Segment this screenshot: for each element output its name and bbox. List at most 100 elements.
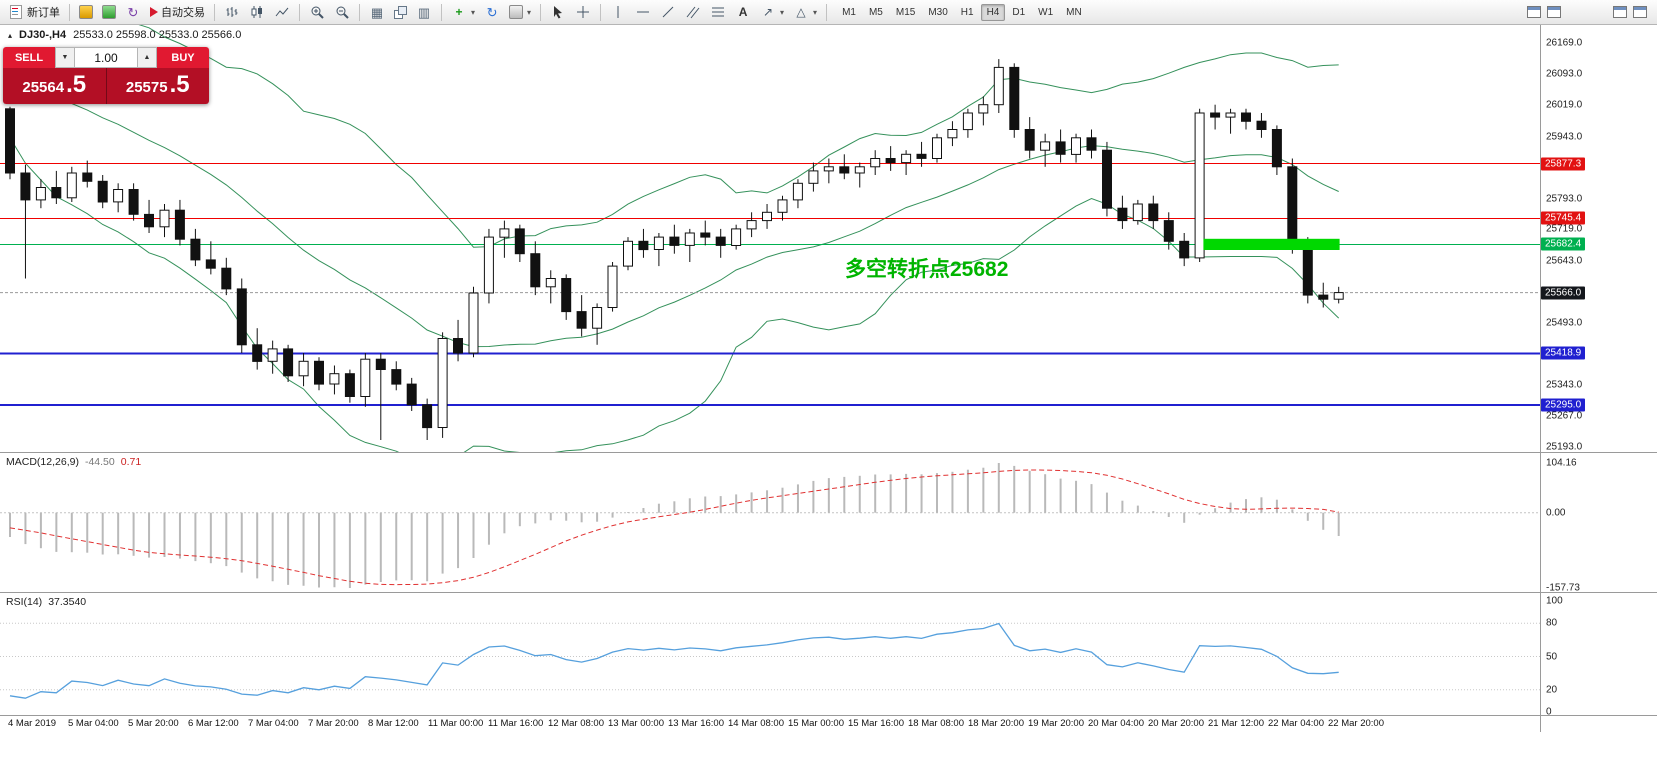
timeframe-group: M1 M5 M15 M30 H1 H4 D1 W1 MN (836, 3, 1088, 21)
volume-input[interactable]: 1.00 (75, 47, 137, 68)
buy-price-frac: .5 (169, 71, 190, 98)
autotrading-button[interactable]: 自动交易 (146, 2, 209, 22)
zoom-out-icon (334, 4, 350, 20)
new-chart-button[interactable]: + ▾ (447, 2, 479, 22)
dock-panel-icon[interactable] (1613, 6, 1627, 18)
market-watch-button[interactable] (75, 3, 97, 21)
timeframe-h1-button[interactable]: H1 (960, 6, 974, 18)
chart-window-icon[interactable] (1527, 6, 1541, 18)
channel-tool-button[interactable] (681, 2, 705, 22)
new-order-icon (8, 4, 24, 20)
fibonacci-icon (710, 4, 726, 20)
rsi-name: RSI(14) (6, 596, 43, 608)
axis-divider (1540, 25, 1541, 732)
volume-increase-button[interactable]: ▲ (137, 47, 157, 68)
tile-windows-button[interactable]: ▦ (365, 2, 389, 22)
timeframe-m30-button[interactable]: M30 (928, 6, 948, 18)
toolbar-separator (826, 3, 828, 21)
crosshair-tool-button[interactable] (571, 2, 595, 22)
fibonacci-tool-button[interactable] (706, 2, 730, 22)
time-axis-label: 7 Mar 20:00 (308, 718, 359, 729)
arrow-tool-button[interactable]: ↗ ▾ (756, 2, 788, 22)
price-axis: 26169.0 26093.0 26019.0 25943.0 25793.0 25719… (1541, 0, 1657, 732)
buy-button[interactable]: BUY (157, 47, 209, 68)
vertical-line-icon (610, 4, 626, 20)
layout-window-icon[interactable] (1547, 6, 1561, 18)
time-axis-label: 11 Mar 16:00 (488, 718, 544, 729)
timeframe-d1-button[interactable]: D1 (1012, 6, 1026, 18)
time-axis-label: 13 Mar 16:00 (668, 718, 724, 729)
sell-button[interactable]: SELL (3, 47, 55, 68)
new-order-button[interactable]: 新订单 (4, 2, 64, 22)
horizontal-line-tool-button[interactable] (631, 2, 655, 22)
chart-template-icon (509, 5, 524, 19)
panel-divider[interactable] (0, 452, 1657, 453)
horizontal-line-icon (635, 4, 651, 20)
toolbar: 新订单 ↻ 自动交易 ▦ ▥ + ▾ ↻ ▾ A ↗ ▾ (0, 0, 1657, 25)
price-axis-label: 25343.0 (1546, 379, 1583, 391)
price-axis-label: 25267.0 (1546, 410, 1583, 422)
rsi-label: RSI(14) 37.3540 (6, 596, 86, 608)
macd-axis-label: -157.73 (1546, 582, 1580, 594)
timeframe-m15-button[interactable]: M15 (895, 6, 916, 18)
navigator-icon: ↻ (127, 4, 139, 20)
refresh-button[interactable]: ↻ (480, 2, 504, 22)
trendline-icon (660, 4, 676, 20)
toolbar-right-group (1527, 6, 1653, 18)
timeframe-h4-button[interactable]: H4 (980, 3, 1006, 21)
toolbar-separator (441, 3, 442, 21)
price-tag: 25877.3 (1541, 157, 1586, 171)
timeframe-m5-button[interactable]: M5 (868, 6, 883, 18)
rsi-axis-label: 80 (1546, 617, 1558, 629)
time-axis-label: 11 Mar 00:00 (428, 718, 484, 729)
vertical-line-tool-button[interactable] (606, 2, 630, 22)
text-tool-button[interactable]: A (731, 2, 755, 22)
data-window-button[interactable] (98, 3, 120, 21)
panel-divider[interactable] (0, 592, 1657, 593)
trendline-tool-button[interactable] (656, 2, 680, 22)
timeframe-m1-button[interactable]: M1 (842, 6, 856, 18)
toolbar-separator (69, 3, 70, 21)
fullscreen-icon[interactable] (1633, 6, 1647, 18)
autotrading-label: 自动交易 (161, 7, 205, 19)
time-axis-label: 8 Mar 12:00 (368, 718, 419, 729)
time-axis-label: 14 Mar 08:00 (728, 718, 784, 729)
navigator-button[interactable]: ↻ (121, 2, 145, 22)
chart-symbol-label: DJ30-,H4 (19, 29, 67, 41)
price-tag: 25418.9 (1541, 346, 1586, 360)
chevron-down-icon: ▾ (527, 7, 532, 17)
time-axis-label: 15 Mar 00:00 (788, 718, 844, 729)
macd-plot[interactable] (0, 453, 1540, 592)
rsi-plot[interactable] (0, 593, 1540, 715)
timeframe-mn-button[interactable]: MN (1066, 6, 1082, 18)
buy-price-display[interactable]: 25575 .5 (105, 68, 210, 104)
sell-price-display[interactable]: 25564 .5 (3, 68, 106, 104)
shapes-icon: △ (796, 5, 806, 19)
arrange-windows-button[interactable]: ▥ (412, 2, 436, 22)
toolbar-separator (540, 3, 542, 21)
candlestick-chart-button[interactable] (245, 2, 269, 22)
volume-decrease-button[interactable]: ▼ (55, 47, 75, 68)
cascade-windows-button[interactable] (390, 4, 411, 21)
zoom-in-button[interactable] (305, 2, 329, 22)
shapes-tool-button[interactable]: △ ▾ (789, 2, 821, 22)
cascade-windows-icon (394, 5, 407, 19)
price-plot[interactable] (0, 25, 1540, 452)
autotrading-icon (150, 7, 158, 17)
timeframe-w1-button[interactable]: W1 (1038, 6, 1054, 18)
price-tag: 25682.4 (1541, 237, 1586, 251)
zoom-out-button[interactable] (330, 2, 354, 22)
candlestick-chart-icon (249, 4, 265, 20)
refresh-icon: ↻ (486, 4, 498, 20)
macd-signal-value: 0.71 (120, 456, 142, 468)
line-chart-button[interactable] (270, 2, 294, 22)
chart-template-button[interactable]: ▾ (505, 3, 535, 21)
text-icon: A (738, 5, 748, 19)
bar-chart-button[interactable] (220, 2, 244, 22)
chevron-down-icon: ▾ (471, 7, 476, 17)
time-axis-label: 21 Mar 12:00 (1208, 718, 1264, 729)
toolbar-separator (600, 3, 602, 21)
cursor-tool-button[interactable] (546, 2, 570, 22)
price-axis-label: 25793.0 (1546, 193, 1583, 205)
